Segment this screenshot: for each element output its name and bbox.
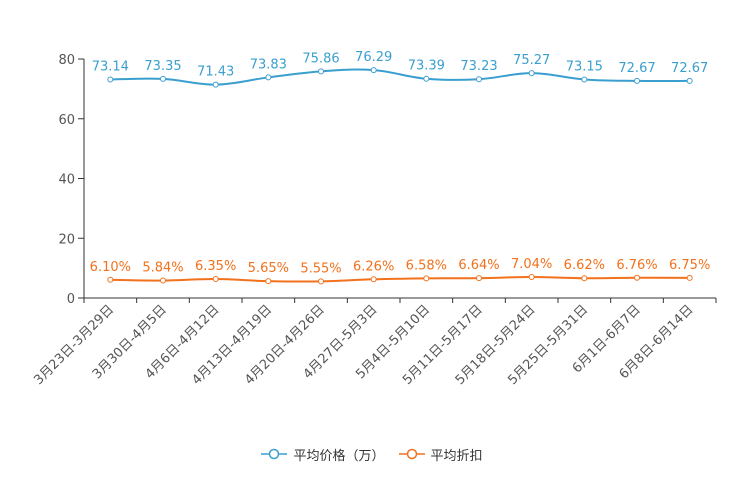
data-label: 6.58% bbox=[406, 258, 447, 273]
data-label: 6.10% bbox=[90, 260, 131, 275]
data-point[interactable] bbox=[265, 74, 272, 81]
y-tick-label: 80 bbox=[58, 53, 75, 68]
series-line-1 bbox=[110, 275, 690, 283]
data-point[interactable] bbox=[160, 277, 166, 284]
data-label: 73.23 bbox=[460, 59, 497, 74]
data-label: 6.76% bbox=[616, 258, 657, 273]
y-tick-label: 20 bbox=[58, 232, 75, 247]
data-point[interactable] bbox=[686, 274, 693, 281]
data-point[interactable] bbox=[423, 75, 430, 82]
data-point[interactable] bbox=[528, 70, 535, 77]
data-label: 72.67 bbox=[618, 61, 655, 76]
data-label: 73.83 bbox=[250, 57, 287, 72]
y-tick-label: 0 bbox=[67, 292, 75, 307]
data-label: 73.39 bbox=[408, 59, 445, 74]
data-label: 6.26% bbox=[353, 259, 394, 274]
data-point[interactable] bbox=[212, 276, 219, 283]
data-point[interactable] bbox=[581, 76, 588, 83]
data-point[interactable] bbox=[476, 275, 482, 282]
data-point[interactable] bbox=[686, 77, 693, 84]
data-point[interactable] bbox=[476, 76, 482, 83]
data-point[interactable] bbox=[581, 275, 588, 282]
legend-item-0[interactable]: 平均价格（万） bbox=[261, 445, 385, 464]
data-label: 5.55% bbox=[300, 261, 341, 276]
legend-item-1[interactable]: 平均折扣 bbox=[398, 445, 483, 464]
data-point[interactable] bbox=[160, 75, 166, 82]
data-label: 71.43 bbox=[197, 65, 234, 80]
data-point[interactable] bbox=[634, 274, 640, 281]
data-label: 75.86 bbox=[302, 51, 339, 66]
data-label: 6.64% bbox=[458, 258, 499, 273]
legend: 平均价格（万） 平均折扣 bbox=[0, 443, 744, 465]
legend-line-marker-icon bbox=[261, 448, 288, 460]
data-point[interactable] bbox=[370, 276, 377, 283]
data-point[interactable] bbox=[107, 76, 114, 83]
data-point[interactable] bbox=[528, 273, 535, 280]
y-tick-label: 40 bbox=[58, 173, 75, 188]
data-label: 73.15 bbox=[566, 59, 603, 74]
data-point[interactable] bbox=[318, 278, 324, 285]
legend-label: 平均价格（万） bbox=[293, 448, 385, 464]
data-label: 5.65% bbox=[248, 261, 289, 276]
data-label: 73.35 bbox=[144, 59, 181, 74]
data-point[interactable] bbox=[265, 278, 272, 285]
y-axis: 0 20 40 60 80 bbox=[58, 53, 85, 307]
legend-label: 平均折扣 bbox=[430, 448, 483, 464]
data-label: 75.27 bbox=[513, 53, 550, 68]
data-label: 73.14 bbox=[92, 59, 129, 74]
data-point[interactable] bbox=[107, 276, 114, 283]
data-label: 7.04% bbox=[511, 257, 552, 272]
series-line-0 bbox=[110, 68, 690, 86]
data-label: 6.75% bbox=[669, 258, 710, 273]
y-tick-label: 60 bbox=[58, 113, 75, 128]
data-point[interactable] bbox=[634, 77, 640, 84]
legend-line-marker-icon bbox=[398, 448, 425, 460]
data-label: 6.62% bbox=[564, 258, 605, 273]
data-label: 5.84% bbox=[142, 261, 183, 276]
data-point[interactable] bbox=[212, 81, 219, 88]
x-axis: 3月23日-3月29日3月30日-4月5日4月6日-4月12日4月13日-4月1… bbox=[31, 297, 717, 388]
data-point[interactable] bbox=[423, 275, 430, 282]
data-point[interactable] bbox=[318, 68, 324, 75]
data-label: 76.29 bbox=[355, 50, 392, 65]
line-chart: 0 20 40 60 80 3月23日-3月29日3月30日-4月5日4月6日-4月12… bbox=[31, 50, 717, 388]
series-layer: 73.14 73.35 71.43 73.83 75.86 76.29 73.39 73.23… bbox=[90, 50, 710, 285]
data-label: 72.67 bbox=[671, 61, 708, 76]
data-label: 6.35% bbox=[195, 259, 236, 274]
data-point[interactable] bbox=[370, 67, 377, 74]
